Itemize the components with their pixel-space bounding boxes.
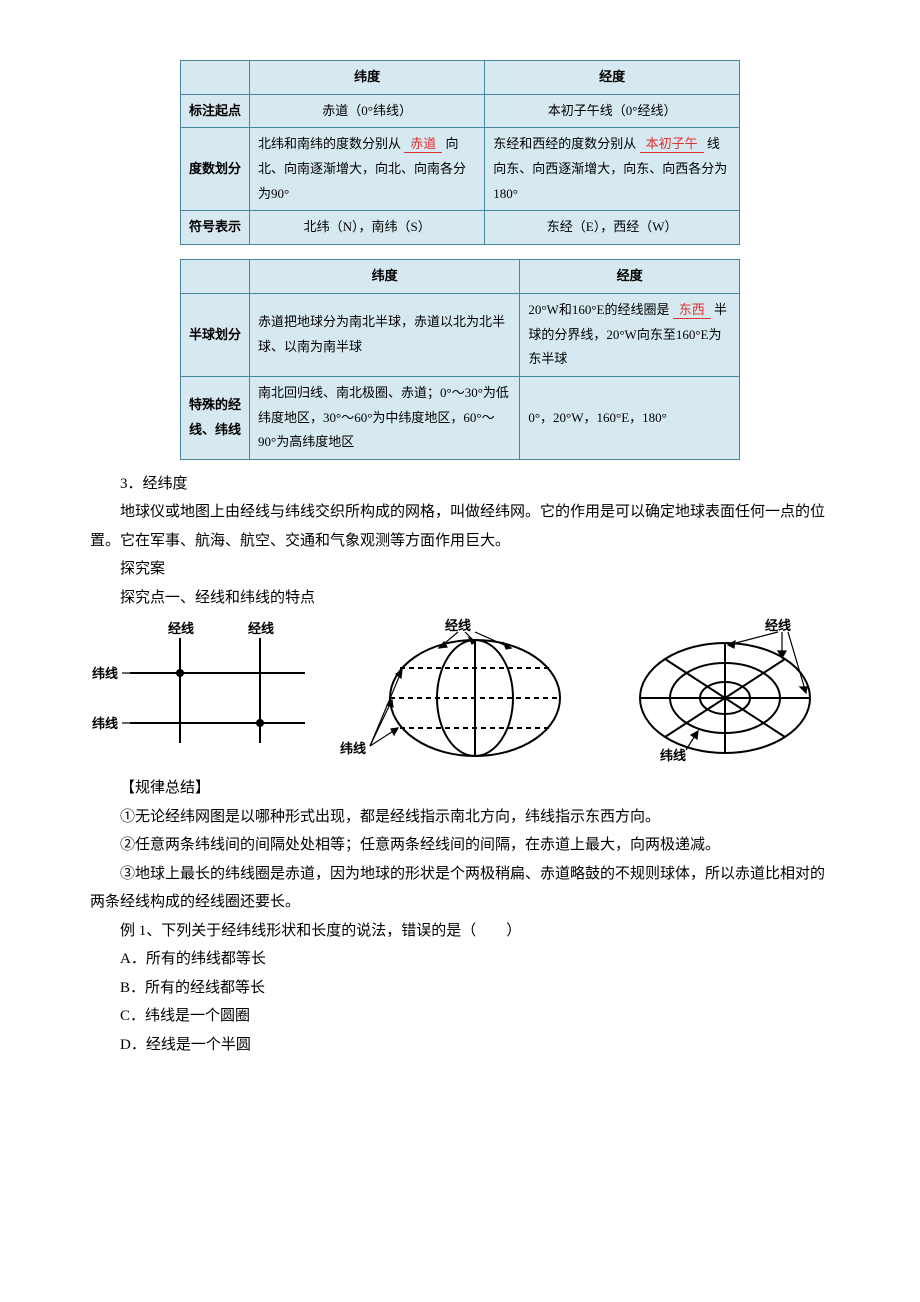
t2-col-lat: 纬度 — [250, 260, 520, 294]
guilv-heading: 【规律总结】 — [90, 774, 830, 803]
t2-r0-lon: 20°W和160°E的经线圈是 东西 半球的分界线，20°W向东至160°E为东… — [520, 293, 740, 376]
t2-r0-lat: 赤道把地球分为南北半球，赤道以北为北半球、以南为南半球 — [250, 293, 520, 376]
t1-r0-lon: 本初子午线（0°经线） — [485, 94, 740, 128]
t1-r1-lon: 东经和西经的度数分别从 本初子午 线向东、向西逐渐增大，向东、向西各分为180° — [485, 128, 740, 211]
t1-col-lon: 经度 — [485, 61, 740, 95]
guilv-1: ①无论经纬网图是以哪种形式出现，都是经线指示南北方向，纬线指示东西方向。 — [90, 803, 830, 832]
option-c: C．纬线是一个圆圈 — [90, 1002, 830, 1031]
t1-r0-lat: 赤道（0°纬线） — [250, 94, 485, 128]
t2-r0-head: 半球划分 — [181, 293, 250, 376]
label-weixian: 纬线 — [660, 748, 686, 763]
table-row: 度数划分 北纬和南纬的度数分别从 赤道 向北、向南逐渐增大，向北、向南各分为90… — [181, 128, 740, 211]
table-row: 符号表示 北纬（N），南纬（S） 东经（E），西经（W） — [181, 211, 740, 245]
table-row: 半球划分 赤道把地球分为南北半球，赤道以北为北半球、以南为南半球 20°W和16… — [181, 293, 740, 376]
table-row: 标注起点 赤道（0°纬线） 本初子午线（0°经线） — [181, 94, 740, 128]
t1-corner — [181, 61, 250, 95]
tanju-heading: 探究案 — [90, 555, 830, 584]
label-jingxian: 经线 — [445, 618, 471, 633]
t1-r2-lat: 北纬（N），南纬（S） — [250, 211, 485, 245]
t2-corner — [181, 260, 250, 294]
t2-r1-head: 特殊的经线、纬线 — [181, 376, 250, 459]
label-jingxian: 经线 — [168, 621, 194, 636]
option-b: B．所有的经线都等长 — [90, 974, 830, 1003]
t1-r2-head: 符号表示 — [181, 211, 250, 245]
section-3-p1: 地球仪或地图上由经线与纬线交织所构成的网格，叫做经纬网。它的作用是可以确定地球表… — [90, 498, 830, 555]
t1-r0-head: 标注起点 — [181, 94, 250, 128]
label-jingxian: 经线 — [248, 621, 274, 636]
diagram-globe-polar: 经线 纬线 — [600, 618, 830, 768]
guilv-2: ②任意两条纬线间的间隔处处相等；任意两条经线间的间隔，在赤道上最大，向两极递减。 — [90, 831, 830, 860]
t1-r1-head: 度数划分 — [181, 128, 250, 211]
t2-col-lon: 经度 — [520, 260, 740, 294]
tanju-1-heading: 探究点一、经线和纬线的特点 — [90, 584, 830, 613]
t1-r2-lon: 东经（E），西经（W） — [485, 211, 740, 245]
option-a: A．所有的纬线都等长 — [90, 945, 830, 974]
t1-r1-lon-pre: 东经和西经的度数分别从 — [493, 136, 636, 151]
t2-r1-lon: 0°，20°W，160°E，180° — [520, 376, 740, 459]
t1-r1-lat: 北纬和南纬的度数分别从 赤道 向北、向南逐渐增大，向北、向南各分为90° — [250, 128, 485, 211]
section-3-title: 3．经纬度 — [90, 470, 830, 499]
guilv-3: ③地球上最长的纬线圈是赤道，因为地球的形状是个两极稍扁、赤道略鼓的不规则球体，所… — [90, 860, 830, 917]
table-row: 特殊的经线、纬线 南北回归线、南北极圈、赤道；0°～30°为低纬度地区，30°～… — [181, 376, 740, 459]
t1-r1-lon-fill: 本初子午 — [646, 136, 698, 151]
t1-r1-lat-pre: 北纬和南纬的度数分别从 — [258, 136, 401, 151]
t1-r1-lat-fill: 赤道 — [410, 136, 436, 151]
label-jingxian: 经线 — [765, 618, 791, 633]
label-weixian: 纬线 — [92, 666, 118, 681]
t2-r0-lon-fill: 东西 — [679, 302, 705, 317]
option-d: D．经线是一个半圆 — [90, 1031, 830, 1060]
t2-r0-lon-pre: 20°W和160°E的经线圈是 — [528, 302, 669, 317]
table-latlon-basics: 纬度 经度 标注起点 赤道（0°纬线） 本初子午线（0°经线） 度数划分 北纬和… — [180, 60, 740, 245]
label-weixian: 纬线 — [92, 716, 118, 731]
diagram-globe-side: 经线 纬线 — [335, 618, 585, 768]
diagram-row: 经线 经线 纬线 纬线 — [90, 618, 830, 768]
table-latlon-hemisphere: 纬度 经度 半球划分 赤道把地球分为南北半球，赤道以北为北半球、以南为南半球 2… — [180, 259, 740, 460]
example-1-stem: 例 1、下列关于经纬线形状和长度的说法，错误的是（ ） — [90, 917, 830, 946]
t2-r1-lat: 南北回归线、南北极圈、赤道；0°～30°为低纬度地区，30°～60°为中纬度地区… — [250, 376, 520, 459]
t1-col-lat: 纬度 — [250, 61, 485, 95]
diagram-grid: 经线 经线 纬线 纬线 — [90, 618, 320, 758]
page: 纬度 经度 标注起点 赤道（0°纬线） 本初子午线（0°经线） 度数划分 北纬和… — [0, 0, 920, 1119]
label-weixian: 纬线 — [340, 741, 366, 756]
